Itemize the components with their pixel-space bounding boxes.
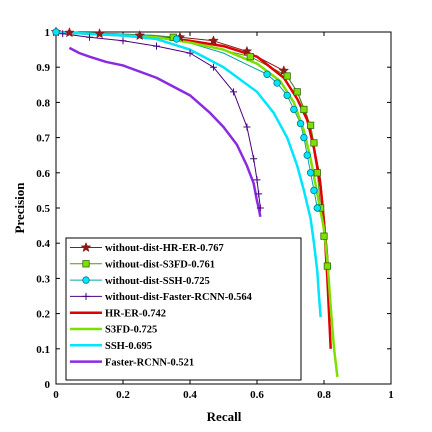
series-marker-2	[172, 35, 181, 43]
series-marker-2	[283, 91, 291, 100]
y-tick-label: 0.2	[36, 309, 50, 321]
series-marker-1	[293, 88, 301, 96]
y-tick-label: 0.9	[36, 62, 50, 74]
series-marker-1	[313, 169, 321, 177]
series-marker-1	[310, 139, 318, 147]
legend: without-dist-HR-ER-0.767 without-dist-S3F…	[65, 237, 302, 381]
series-marker-0	[208, 35, 219, 46]
legend-label: without-dist-Faster-RCNN-0.564	[105, 292, 253, 303]
series-marker-3	[256, 204, 264, 212]
y-tick-label: 0.7	[36, 133, 50, 145]
legend-label: Faster-RCNN-0.521	[105, 357, 194, 368]
legend-label: without-dist-S3FD-0.761	[105, 260, 215, 271]
y-tick-label: 0.5	[36, 203, 50, 215]
series-marker-0	[94, 28, 105, 39]
series-marker-2	[310, 186, 318, 195]
legend-label: HR-ER-0.742	[105, 308, 166, 319]
x-tick-label: 0	[53, 389, 59, 401]
series-marker-3	[209, 63, 217, 71]
series-marker-3	[153, 42, 160, 50]
y-tick-label: 0.1	[36, 344, 50, 356]
series-marker-2	[296, 119, 305, 128]
series-marker-2	[313, 204, 321, 212]
series-marker-3	[250, 155, 258, 163]
x-tick-label: 0.8	[317, 389, 331, 401]
series-markers	[50, 26, 331, 270]
legend-label: without-dist-SSH-0.725	[105, 276, 210, 287]
y-tick-label: 0.6	[36, 168, 50, 180]
series-marker-3	[119, 37, 127, 45]
series-marker-1	[246, 53, 254, 61]
series-marker-2	[273, 79, 281, 87]
series-marker-3	[86, 33, 93, 41]
series-line-7	[68, 46, 262, 218]
series-marker-2	[300, 133, 308, 142]
series-marker-1	[306, 121, 315, 129]
series-marker-3	[253, 176, 261, 184]
series-marker-2	[290, 105, 298, 114]
series-marker-3	[59, 30, 67, 38]
legend-marker	[82, 260, 90, 268]
legend-marker	[82, 292, 90, 300]
series-marker-2	[306, 169, 315, 177]
series-marker-3	[230, 88, 238, 96]
series-marker-3	[255, 190, 263, 198]
y-tick-label: 0	[45, 379, 51, 391]
series-marker-1	[300, 105, 308, 114]
x-axis-label: Recall	[207, 409, 242, 424]
legend-marker	[82, 276, 90, 284]
series-marker-3	[243, 123, 251, 131]
series-marker-1	[320, 232, 328, 240]
x-tick-label: 1	[388, 389, 394, 401]
legend-label: without-dist-HR-ER-0.767	[105, 243, 224, 254]
legend-box	[65, 237, 302, 381]
series-marker-2	[303, 151, 311, 159]
x-tick-label: 0.6	[250, 389, 264, 401]
series-marker-1	[323, 262, 331, 270]
y-tick-label: 0.8	[36, 97, 50, 109]
series-marker-0	[134, 29, 146, 41]
x-tick-label: 0.2	[116, 389, 130, 401]
series-marker-2	[52, 28, 60, 36]
y-tick-label: 0.4	[36, 238, 50, 250]
axis-tick-labels: 0 0.2 0.4 0.6 0.8 1 0 0.1 0.2 0.3 0.4 0.5 0.6 0.7 0.8 0…	[36, 27, 394, 401]
legend-label: S3FD-0.725	[105, 325, 157, 336]
legend-marker	[80, 241, 92, 253]
y-tick-label: 1	[45, 27, 51, 39]
y-tick-label: 0.3	[36, 273, 50, 285]
series-marker-3	[186, 49, 194, 57]
y-axis-label: Precision	[12, 182, 27, 234]
series-marker-0	[64, 27, 75, 38]
series-marker-2	[263, 70, 271, 78]
series-marker-1	[283, 72, 291, 80]
x-tick-label: 0.4	[183, 389, 197, 401]
legend-label: SSH-0.695	[105, 341, 152, 352]
axis-ticks	[55, 31, 392, 385]
